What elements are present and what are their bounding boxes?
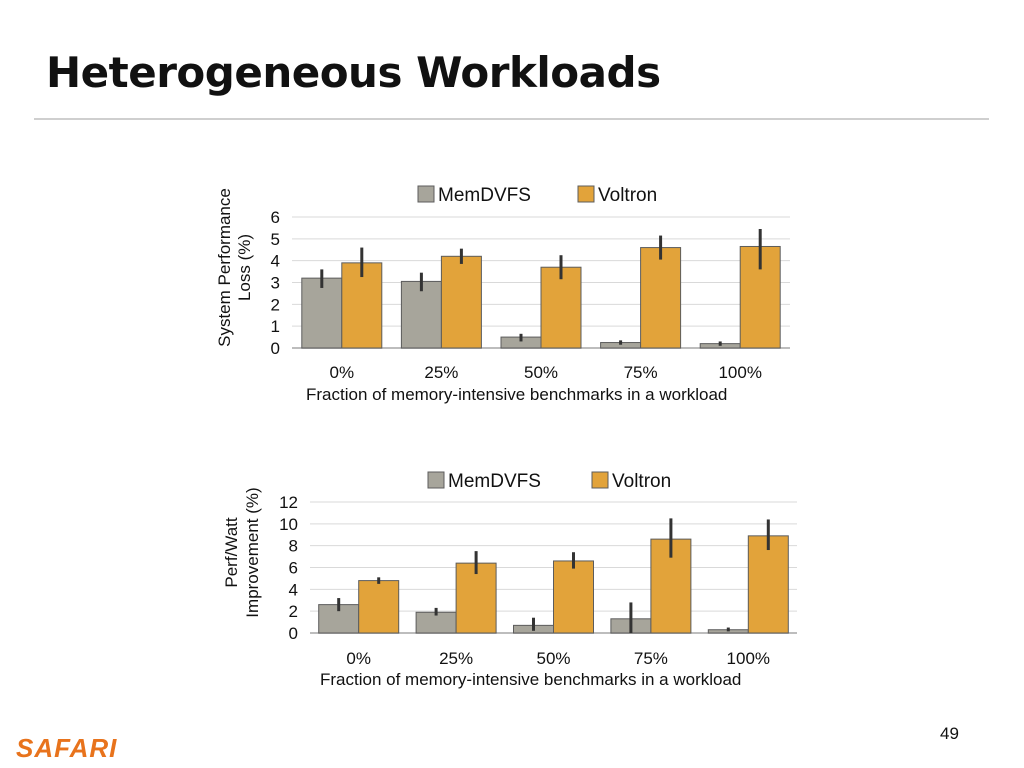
x-tick-label: 0% [346,649,371,668]
performance-loss-chart: 0 1 2 3 4 5 6 System Performance Loss (%) 0% 25% 50… [215,185,790,404]
voltron-bar [455,562,497,634]
legend-label-memdvfs: MemDVFS [448,471,541,492]
x-tick-label: 50% [524,363,558,382]
y-tick-label: 2 [271,295,280,314]
x-tick-label: 0% [330,363,355,382]
legend-label-voltron: Voltron [598,185,657,206]
x-tick-label: 75% [624,363,658,382]
x-axis-label: Fraction of memory-intensive benchmarks … [320,670,741,689]
legend-swatch-voltron [591,471,609,489]
x-axis-label: Fraction of memory-intensive benchmarks … [306,385,727,404]
legend-swatch-memdvfs [427,471,445,489]
slide-title: Heterogeneous Workloads [46,48,661,97]
x-tick-label: 50% [536,649,570,668]
voltron-bar [358,580,400,634]
y-tick-label: 3 [271,274,280,293]
x-tick-label: 100% [718,363,761,382]
y-tick-label: 5 [271,230,280,249]
y-tick-label: 6 [289,559,298,578]
voltron-bar [540,266,582,349]
y-tick-label: 12 [279,493,298,512]
y-tick-label: 0 [289,624,298,643]
y-tick-label: 2 [289,602,298,621]
y-tick-label: 8 [289,537,298,556]
voltron-bar [640,247,682,349]
y-axis-label: Perf/Watt [222,517,241,587]
y-tick-label: 6 [271,208,280,227]
legend-swatch-voltron [577,185,595,203]
legend-label-voltron: Voltron [612,471,671,492]
page-number: 49 [940,724,959,743]
x-tick-label: 25% [424,363,458,382]
title-divider [34,118,989,120]
x-tick-label: 75% [634,649,668,668]
y-tick-label: 4 [271,252,280,271]
y-tick-label: 1 [271,317,280,336]
voltron-bar [553,560,594,634]
x-tick-label: 100% [727,649,770,668]
perf-per-watt-chart: 0 2 4 6 8 10 12 Perf/Watt Improvement (%) 0% 25% 50… [222,471,797,689]
x-tick-label: 25% [439,649,473,668]
y-tick-label: 0 [271,339,280,358]
voltron-bar [341,262,383,349]
y-axis-label: Loss (%) [235,234,254,301]
y-axis-label: System Performance [215,188,234,347]
safari-logo: SAFARI [16,733,118,763]
memdvfs-bar [301,277,343,349]
legend-swatch-memdvfs [417,185,435,203]
legend-label-memdvfs: MemDVFS [438,185,531,206]
voltron-bar [747,535,789,634]
y-tick-label: 10 [279,515,298,534]
y-axis-label: Improvement (%) [243,487,262,617]
y-tick-label: 4 [289,580,298,599]
memdvfs-bar [400,280,442,349]
voltron-bar [440,255,482,349]
